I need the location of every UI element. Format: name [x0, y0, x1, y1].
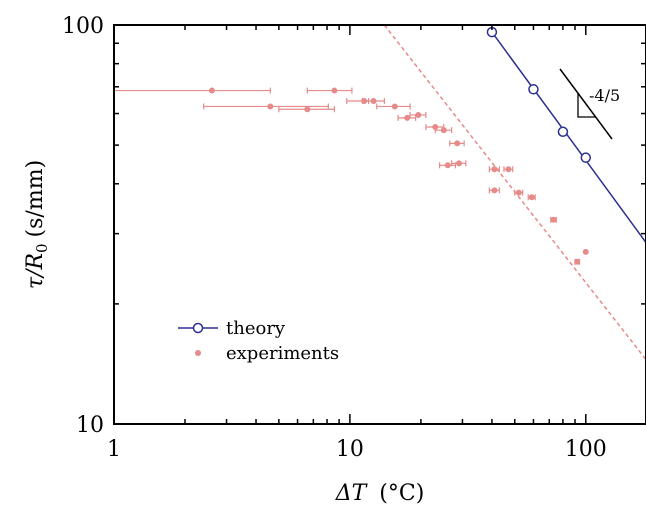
x-tick-label: 10	[336, 437, 364, 462]
legend-theory-marker	[192, 322, 204, 334]
legend-item-theory: theory	[178, 318, 286, 339]
experiment-point	[391, 103, 398, 110]
x-tick-label: 1	[107, 437, 121, 462]
plot-frame	[113, 24, 646, 425]
y-axis-label-subscript: 0	[33, 243, 51, 253]
x-axis-label: ΔT (°C)	[335, 481, 425, 506]
theory-marker	[580, 152, 592, 163]
experiment-point	[574, 258, 581, 265]
y-tick-label: 100	[62, 14, 104, 39]
experiment-point	[331, 87, 338, 94]
experiment-point	[491, 166, 498, 173]
theory-marker	[557, 126, 569, 138]
experiment-point	[455, 160, 462, 167]
experiment-point	[505, 166, 512, 173]
experiment-point	[415, 111, 422, 118]
theory-marker	[528, 84, 539, 95]
axis-ticks	[113, 24, 646, 425]
experiment-point	[550, 216, 557, 223]
slope-annotation: -4/5	[589, 86, 620, 105]
legend: theory experiments	[178, 318, 339, 364]
slope-line	[559, 68, 613, 140]
x-tick-label: 100	[565, 437, 607, 462]
x-axis-label-symbol: ΔT	[335, 481, 369, 506]
experiment-point	[515, 189, 522, 196]
experiment-point	[454, 140, 461, 147]
slope-triangle: -4/5	[559, 68, 620, 140]
experiment-point	[404, 114, 411, 121]
legend-experiments-label: experiments	[226, 343, 339, 364]
y-axis-label-symbol: τ/R	[23, 253, 48, 289]
experiment-point	[370, 97, 377, 104]
y-axis-label: τ/R0 (s/mm)	[23, 160, 51, 289]
theory-line	[491, 31, 646, 243]
x-axis-label-unit: (°C)	[379, 481, 424, 506]
legend-experiments-marker	[195, 350, 201, 356]
experiment-point	[491, 187, 498, 194]
legend-theory-label: theory	[226, 318, 286, 339]
experiment-point	[432, 124, 439, 131]
experiment-point	[267, 103, 274, 110]
experiment-point	[582, 248, 589, 255]
y-tick-label: 10	[76, 413, 104, 438]
plot-area	[114, 25, 646, 361]
slope-triangle-legs	[577, 93, 596, 118]
y-axis-label-unit: (s/mm)	[23, 160, 48, 238]
experiment-point	[528, 194, 535, 201]
experiment-point	[304, 106, 311, 113]
legend-item-experiments: experiments	[195, 343, 339, 364]
experiment-point	[440, 127, 447, 134]
experiment-point	[208, 87, 215, 94]
experiment-point	[444, 162, 451, 169]
